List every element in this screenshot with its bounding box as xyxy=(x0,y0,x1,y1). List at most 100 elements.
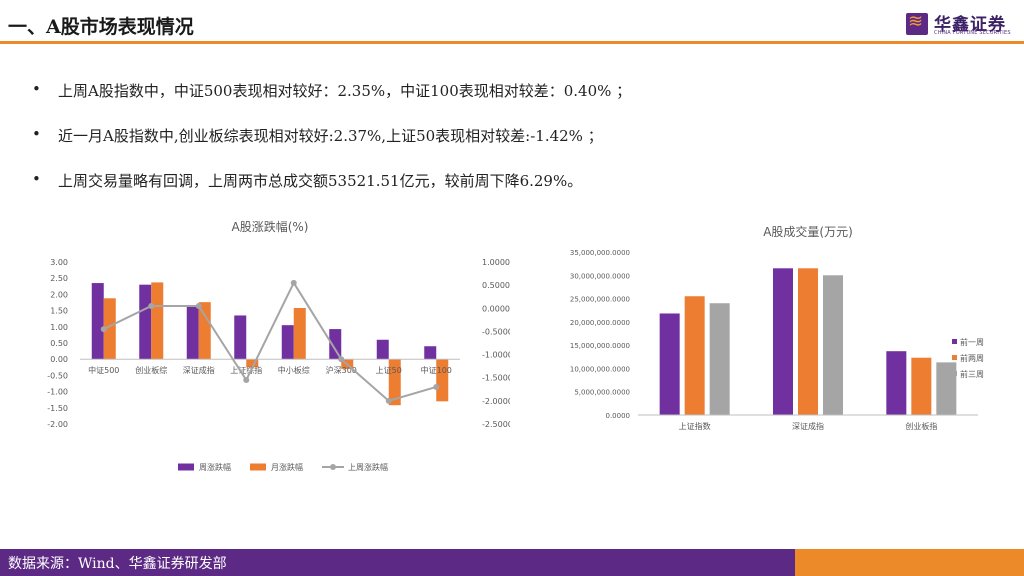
chart-title: A股成交量(万元) xyxy=(763,224,853,239)
footer: 数据来源：Wind、华鑫证券研发部 xyxy=(0,549,1024,576)
y2-tick-label: -0.5000 xyxy=(482,327,510,336)
line-point xyxy=(385,397,392,404)
x-tick-label: 上证综指 xyxy=(230,365,262,375)
bar xyxy=(198,302,211,360)
bar xyxy=(139,284,152,360)
y-tick-label: -2.00 xyxy=(47,420,68,429)
y-tick-label: 1.00 xyxy=(50,323,68,332)
y2-tick-label: 0.0000 xyxy=(482,304,510,313)
y2-tick-label: -1.5000 xyxy=(482,374,510,383)
bullet-dot: • xyxy=(32,80,41,98)
legend-label: 前一周 xyxy=(960,337,984,347)
line-point xyxy=(195,302,202,309)
x-tick-label: 上证指数 xyxy=(679,421,711,431)
bar xyxy=(684,296,705,415)
legend-swatch xyxy=(952,355,957,360)
footer-bar-orange xyxy=(795,549,1024,576)
bullet-dot: • xyxy=(32,170,41,188)
x-tick-label: 深证成指 xyxy=(183,365,215,375)
bar xyxy=(709,303,730,415)
bullet-text: 上周A股指数中，中证500表现相对较好：2.35%，中证100表现相对较差：0.… xyxy=(58,82,632,100)
y-tick-label: 0.50 xyxy=(50,339,68,348)
bullet-dot: • xyxy=(32,125,41,143)
logo-mark-icon xyxy=(906,11,928,35)
legend-label: 月涨跌幅 xyxy=(271,462,303,472)
y-tick-label: 25,000,000.0000 xyxy=(570,296,630,304)
bar xyxy=(329,329,342,360)
line-point xyxy=(433,383,440,390)
legend-swatch xyxy=(952,371,957,376)
legend-swatch xyxy=(250,463,266,471)
legend-label: 前两周 xyxy=(960,353,984,363)
bar xyxy=(234,315,247,360)
y-tick-label: 30,000,000.0000 xyxy=(570,272,630,280)
bar xyxy=(103,298,116,360)
y-tick-label: -1.50 xyxy=(47,404,68,413)
line-point xyxy=(290,279,297,286)
logo-english-name: CHINA FORTUNE SECURITIES xyxy=(934,30,1011,36)
footer-source: 数据来源：Wind、华鑫证券研发部 xyxy=(8,556,227,572)
bar xyxy=(376,339,389,360)
bullet-text: 上周交易量略有回调，上周两市总成交额53521.51亿元，较前周下降6.29%。 xyxy=(58,172,583,190)
title-rule xyxy=(0,41,1024,44)
bar xyxy=(293,308,306,360)
bar xyxy=(911,357,932,415)
line-point xyxy=(338,356,345,363)
bar xyxy=(151,282,164,360)
volume-chart: A股成交量(万元) 35,000,000.0000 30,000,000.0000 2… xyxy=(570,224,984,431)
bar xyxy=(936,362,957,415)
legend-label: 上周涨跌幅 xyxy=(348,462,388,472)
y-tick-label: 2.00 xyxy=(50,290,68,299)
change-chart: A股涨跌幅(%) 3.00 2.50 2.00 1.50 1.00 0.50 0.00 -0.5… xyxy=(47,219,510,472)
series-line xyxy=(103,280,437,402)
y-tick-label: -1.00 xyxy=(47,388,68,397)
y2-tick-label: 0.5000 xyxy=(482,281,510,290)
x-tick-label: 沪深300 xyxy=(326,365,357,375)
y-tick-label: 10,000,000.0000 xyxy=(570,365,630,373)
bar xyxy=(246,359,259,368)
y2-tick-label: -2.5000 xyxy=(482,420,510,429)
page-title: 一、A股市场表现情况 xyxy=(8,16,194,38)
bullet-text: 近一月A股指数中,创业板综表现相对较好:2.37%,上证50表现相对较差:-1.… xyxy=(58,127,603,145)
logo-name: 华鑫证券 xyxy=(934,15,1006,35)
chart-title: A股涨跌幅(%) xyxy=(232,219,309,234)
y2-tick-label: -2.0000 xyxy=(482,397,510,406)
bar xyxy=(823,275,843,415)
bar xyxy=(886,351,907,415)
bar xyxy=(281,325,294,360)
footer-bar-purple xyxy=(0,549,795,576)
y2-tick-label: 1.0000 xyxy=(482,258,510,267)
bar xyxy=(659,313,680,415)
company-logo: 华鑫证券 CHINA FORTUNE SECURITIES xyxy=(906,10,1018,38)
line-point xyxy=(148,302,155,309)
bar xyxy=(424,346,437,360)
x-tick-label: 创业板指 xyxy=(905,421,937,431)
y-tick-label: 1.50 xyxy=(50,307,68,316)
x-tick-label: 中证100 xyxy=(421,365,452,375)
x-tick-label: 深证成指 xyxy=(792,421,824,431)
bar xyxy=(91,283,104,360)
x-tick-label: 创业板综 xyxy=(135,365,167,375)
legend-swatch xyxy=(952,339,957,344)
legend-label: 周涨跌幅 xyxy=(199,462,231,472)
legend-label: 前三周 xyxy=(960,369,984,379)
line-point xyxy=(100,326,107,333)
bar xyxy=(773,268,793,415)
line-point xyxy=(243,377,250,384)
y-tick-label: 15,000,000.0000 xyxy=(570,342,630,350)
legend-swatch xyxy=(178,463,194,471)
y2-tick-label: -1.0000 xyxy=(482,351,510,360)
y-tick-label: -0.50 xyxy=(47,371,68,380)
bar xyxy=(798,268,818,415)
x-tick-label: 中小板综 xyxy=(278,365,310,375)
y-tick-label: 0.0000 xyxy=(606,412,631,420)
x-tick-label: 上证50 xyxy=(376,366,402,375)
y-tick-label: 35,000,000.0000 xyxy=(570,249,630,257)
bar xyxy=(186,305,199,360)
y-tick-label: 3.00 xyxy=(50,258,68,267)
bar xyxy=(436,359,449,402)
bar xyxy=(388,359,401,406)
y-tick-label: 5,000,000.0000 xyxy=(574,389,630,397)
legend-swatch-marker xyxy=(330,464,336,470)
y-tick-label: 2.50 xyxy=(50,274,68,283)
